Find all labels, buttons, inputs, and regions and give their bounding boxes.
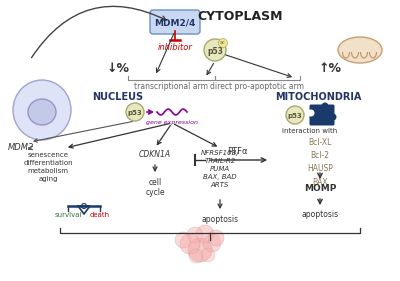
Circle shape: [175, 232, 191, 248]
Circle shape: [201, 248, 215, 262]
Circle shape: [196, 225, 214, 243]
Text: ↑%: ↑%: [318, 62, 342, 74]
Text: senescence
differentiation
metabolism
aging: senescence differentiation metabolism ag…: [23, 152, 73, 182]
Circle shape: [189, 249, 203, 263]
Ellipse shape: [338, 37, 382, 63]
Circle shape: [187, 227, 203, 243]
Ellipse shape: [13, 80, 71, 140]
Circle shape: [286, 106, 304, 124]
FancyBboxPatch shape: [150, 10, 200, 34]
Text: NUCLEUS: NUCLEUS: [92, 92, 144, 102]
Text: p53: p53: [128, 110, 142, 116]
Text: ac: ac: [220, 40, 226, 46]
Text: CYTOPLASM: CYTOPLASM: [197, 10, 283, 23]
Circle shape: [330, 114, 336, 121]
Text: PTFα: PTFα: [227, 147, 247, 156]
FancyBboxPatch shape: [310, 105, 334, 126]
Ellipse shape: [28, 99, 56, 125]
Text: interaction with: interaction with: [282, 128, 338, 134]
Text: Bcl-XL
Bcl-2
HAUSP
BAX: Bcl-XL Bcl-2 HAUSP BAX: [307, 138, 333, 187]
Circle shape: [308, 110, 314, 117]
Text: apoptosis: apoptosis: [202, 215, 238, 224]
Text: MDM2/4: MDM2/4: [154, 19, 196, 28]
Circle shape: [208, 230, 224, 246]
Text: survival: survival: [54, 212, 82, 218]
Circle shape: [188, 238, 212, 262]
Text: death: death: [90, 212, 110, 218]
Text: transcriptional arm: transcriptional arm: [134, 82, 208, 91]
Circle shape: [126, 103, 144, 121]
Text: gene expression: gene expression: [146, 120, 198, 125]
Text: CDKN1A: CDKN1A: [139, 150, 171, 159]
Text: p53: p53: [207, 46, 223, 56]
Text: cell
cycle: cell cycle: [145, 178, 165, 197]
Circle shape: [82, 203, 86, 209]
Circle shape: [203, 234, 221, 252]
Text: ↓%: ↓%: [106, 62, 130, 74]
Text: MOMP: MOMP: [304, 184, 336, 193]
Text: MITOCHONDRIA: MITOCHONDRIA: [275, 92, 361, 102]
Text: MDM2: MDM2: [8, 144, 34, 153]
Text: inhibitor: inhibitor: [158, 43, 192, 52]
Circle shape: [322, 103, 328, 110]
Text: p53: p53: [288, 113, 302, 119]
Text: direct pro-apoptotic arm: direct pro-apoptotic arm: [210, 82, 304, 91]
Circle shape: [204, 39, 226, 61]
Circle shape: [218, 38, 228, 47]
Circle shape: [180, 234, 200, 254]
Text: apoptosis: apoptosis: [302, 210, 338, 219]
Text: NFRSF10B/
TRAIL-R2
PUMA
BAX, BAD
ARTS: NFRSF10B/ TRAIL-R2 PUMA BAX, BAD ARTS: [201, 150, 239, 188]
